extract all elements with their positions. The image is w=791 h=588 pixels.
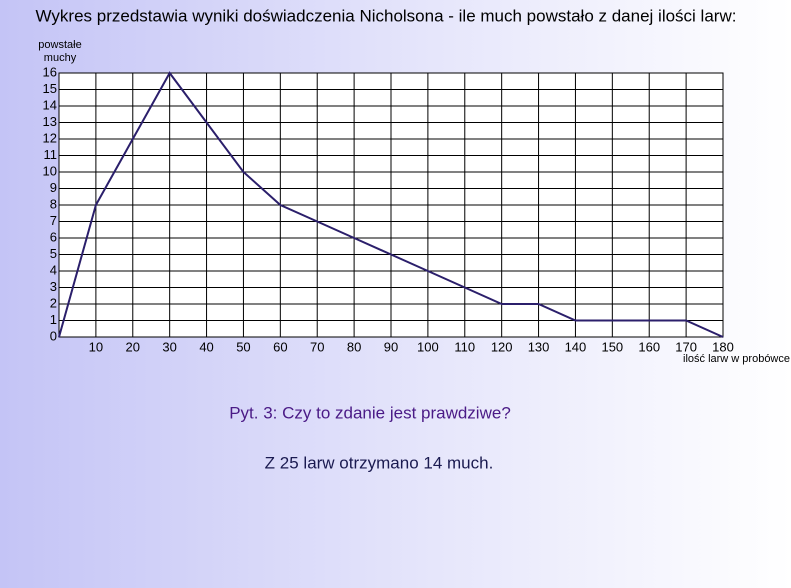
data-line: [58, 71, 724, 338]
x-tick-label: 50: [236, 339, 250, 354]
y-tick-label: 2: [50, 295, 57, 310]
y-tick-label: 11: [44, 147, 58, 162]
x-tick-label: 120: [491, 339, 513, 354]
y-axis-label: powstałe muchy: [38, 39, 82, 64]
y-tick-label: 15: [43, 81, 57, 96]
statement: Z 25 larw otrzymano 14 much.: [265, 453, 494, 472]
y-tick-label: 1: [50, 312, 57, 327]
y-tick-label: 10: [43, 163, 57, 178]
x-tick-label: 30: [162, 339, 176, 354]
chart-title: Wykres przedstawia wyniki doświadczenia …: [36, 6, 737, 25]
y-tick-label: 5: [50, 246, 57, 261]
x-tick-label: 90: [384, 339, 398, 354]
x-tick-label: 70: [310, 339, 324, 354]
x-tick-label: 60: [273, 339, 287, 354]
x-tick-label: 180: [712, 339, 734, 354]
y-tick-label: 3: [50, 279, 57, 294]
y-tick-label: 9: [50, 180, 57, 195]
y-tick-label: 12: [43, 130, 57, 145]
x-axis-label: ilość larw w probówce: [683, 353, 790, 365]
y-tick-label: 13: [43, 114, 57, 129]
y-tick-label: 6: [50, 229, 57, 244]
y-tick-label: 0: [50, 328, 57, 343]
x-tick-label: 150: [601, 339, 623, 354]
x-tick-label: 10: [89, 339, 103, 354]
x-tick-label: 160: [638, 339, 660, 354]
x-tick-label: 140: [565, 339, 587, 354]
x-tick-label: 110: [454, 339, 475, 354]
x-tick-label: 170: [675, 339, 697, 354]
y-tick-label: 7: [50, 213, 57, 228]
x-tick-label: 40: [199, 339, 213, 354]
x-tick-label: 20: [126, 339, 140, 354]
y-tick-label: 16: [43, 64, 57, 79]
x-tick-label: 130: [528, 339, 550, 354]
y-tick-label: 14: [43, 97, 57, 112]
x-tick-label: 100: [417, 339, 439, 354]
question: Pyt. 3: Czy to zdanie jest prawdziwe?: [229, 403, 511, 422]
y-tick-label: 8: [50, 196, 57, 211]
x-tick-label: 80: [347, 339, 361, 354]
y-tick-label: 4: [50, 262, 57, 277]
